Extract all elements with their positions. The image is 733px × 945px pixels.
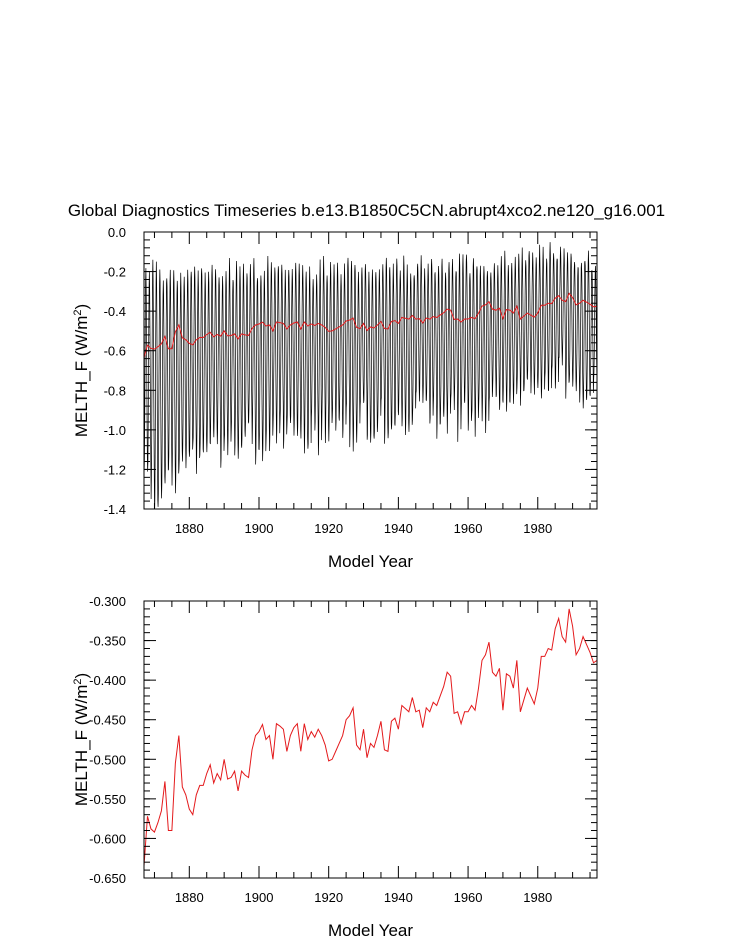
x-tick-label: 1940 — [384, 890, 413, 905]
x-tick-label: 1940 — [384, 521, 413, 536]
x-axis-title: Model Year — [328, 552, 413, 571]
y-tick-label: -1.4 — [104, 502, 126, 517]
y-axis-title-superscript: 2 — [72, 310, 84, 316]
y-tick-label: 0.0 — [108, 225, 126, 240]
y-tick-label: -0.350 — [89, 634, 126, 649]
y-tick-label: -1.2 — [104, 462, 126, 477]
x-tick-label: 1960 — [454, 521, 483, 536]
x-tick-label: 1920 — [314, 521, 343, 536]
y-tick-label: -0.2 — [104, 265, 126, 280]
x-tick-label: 1960 — [454, 890, 483, 905]
y-tick-label: -0.400 — [89, 673, 126, 688]
x-tick-label: 1900 — [245, 890, 274, 905]
y-tick-label: -0.450 — [89, 713, 126, 728]
page-title: Global Diagnostics Timeseries b.e13.B185… — [67, 201, 666, 220]
plot-frame — [143, 231, 598, 510]
y-axis-title-close: ) — [72, 304, 91, 310]
y-axis-title: MELTH_F (W/m2) — [72, 304, 91, 437]
bottom-panel-chart: 1880 1900 1920 1940 1960 1980 -0.300 -0.350 -0.4… — [72, 594, 598, 940]
y-tick-label: -0.4 — [104, 304, 126, 319]
top-panel-chart: 1880 1900 1920 1940 1960 1980 0.0 -0.2 -0.4 -0.6 -… — [72, 225, 598, 571]
annual-mean-line — [144, 292, 597, 358]
x-axis-title: Model Year — [328, 921, 413, 940]
x-tick-label: 1980 — [523, 521, 552, 536]
x-tick-label: 1880 — [175, 890, 204, 905]
y-axis-title-superscript: 2 — [72, 679, 84, 685]
y-tick-label: -0.6 — [104, 344, 126, 359]
y-tick-label: -0.550 — [89, 792, 126, 807]
x-tick-label: 1900 — [245, 521, 274, 536]
x-tick-label: 1980 — [523, 890, 552, 905]
y-tick-label: -0.8 — [104, 383, 126, 398]
y-axis-title-close: ) — [72, 673, 91, 679]
x-tick-label: 1880 — [175, 521, 204, 536]
y-axis-title: MELTH_F (W/m2) — [72, 673, 91, 806]
x-tick-label: 1920 — [314, 890, 343, 905]
y-tick-label: -0.300 — [89, 594, 126, 609]
y-tick-label: -0.500 — [89, 752, 126, 767]
y-tick-label: -0.650 — [89, 871, 126, 886]
y-axis-title-main: MELTH_F (W/m — [72, 685, 91, 807]
y-tick-label: -0.600 — [89, 831, 126, 846]
y-axis-title-main: MELTH_F (W/m — [72, 316, 91, 438]
monthly-series-line — [144, 242, 597, 509]
plot-frame — [143, 600, 598, 879]
annual-mean-line — [144, 608, 597, 867]
y-tick-label: -1.0 — [104, 423, 126, 438]
